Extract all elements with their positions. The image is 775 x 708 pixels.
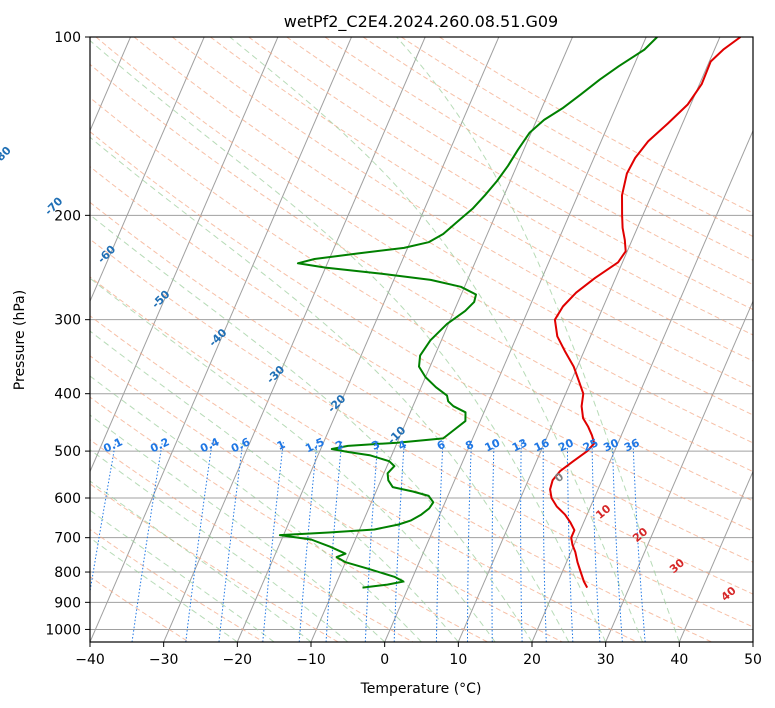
x-tick-label: 50 [744,652,762,668]
mixing-ratio-line [520,440,523,642]
y-tick-label: 200 [54,208,81,224]
chart-title: wetPf2_C2E4.2024.260.08.51.G09 [284,12,558,32]
y-tick-label: 900 [54,595,81,611]
x-tick-label: −40 [75,652,105,668]
temperature-profile [549,37,742,589]
dry-adiabat-line [210,37,753,362]
moist-adiabat-line [90,480,312,642]
mixing-ratio-line [632,440,646,642]
moist-adiabat-line [90,136,570,642]
mixing-ratio-line [262,440,284,642]
mixing-ratio-label: 36 [622,436,642,454]
y-tick-label: 600 [54,491,81,507]
dry-adiabat-line [248,37,753,336]
mixing-ratio-label: 10 [483,436,503,454]
x-axis-title: Temperature (°C) [360,681,482,697]
y-tick-label: 500 [54,444,81,460]
dry-adiabat-line [90,63,753,473]
dry-adiabat-line [90,355,563,642]
isotherm-line [90,37,205,303]
data-lines [278,37,742,589]
moist-adiabat-line [229,37,643,642]
moist-adiabat-line [90,537,238,642]
x-tick-label: 30 [597,652,615,668]
mixing-ratio-line [435,440,444,642]
moist-adiabat-line [90,509,275,642]
mixing-ratio-line [467,440,472,642]
moist-adiabat-line [90,39,607,642]
dry-adiabat-line [90,439,414,642]
mixing-ratio-label: 16 [532,436,552,454]
mixing-ratio-line [364,440,379,642]
dry-adiabat-line [286,37,753,311]
dry-adiabat-line [90,396,488,642]
mixing-ratio-line [218,440,244,642]
isotherm-line [384,37,647,642]
mixing-ratio-line [131,440,164,642]
x-tick-label: 10 [449,652,467,668]
plot-frame [89,36,754,643]
x-tick-label: −30 [149,652,179,668]
dry-adiabat-line [90,131,753,532]
y-tick-label: 300 [54,313,81,329]
isotherm-line [605,299,753,642]
moist-adiabat-line [90,277,496,642]
isotherm-line [457,37,721,642]
dry-adiabat-line [133,37,753,416]
dry-adiabat-line [90,576,190,642]
isotherm-line [90,37,279,473]
x-tick-label: 40 [670,652,688,668]
dry-adiabat-line [90,201,753,595]
mixing-ratio-line [566,440,574,642]
dry-adiabat-line [90,528,264,642]
y-tick-label: 100 [54,30,81,46]
isotherm-line [236,37,500,642]
mixing-ratio-line [393,440,405,642]
moist-adiabat-line [90,330,459,642]
mixing-ratio-line [611,440,623,642]
y-tick-label: 700 [54,531,81,547]
mixing-ratio-line [185,440,213,642]
x-tick-label: 0 [380,652,389,668]
dry-adiabat-line [95,37,753,444]
isotherm-line [163,37,426,642]
x-tick-label: −10 [296,652,326,668]
mixing-ratio-label: 25 [581,436,600,454]
y-tick-label: 1000 [45,622,81,638]
y-tick-label: 400 [54,387,81,403]
isotherm-line [531,129,753,642]
dry-adiabat-line [90,315,638,642]
mixing-ratio-line [325,440,343,642]
moist-adiabat-line [90,214,533,642]
y-axis-title: Pressure (hPa) [12,290,28,390]
dry-adiabat-line [90,276,712,642]
isotherm-line [678,470,753,642]
mixing-ratio-line [591,440,601,642]
dry-adiabat-line [90,238,753,628]
mixing-ratio-line [542,440,547,642]
mixing-ratio-label: 30 [601,436,621,454]
axes: −40 −30 −20 −10 0 10 20 30 40 50 100 200 300 400 500 60… [45,30,762,668]
mixing-ratio-label: 20 [556,436,576,454]
dewpoint-profile [278,37,658,589]
x-tick-label: −20 [223,652,253,668]
x-tick-label: 20 [523,652,541,668]
mixing-ratio-line [491,440,495,642]
background-lines [90,37,753,642]
mixing-ratio-line [298,440,318,642]
mixing-ratio-label: 13 [510,436,529,454]
y-tick-label: 800 [54,565,81,581]
moist-adiabat-line [90,414,386,642]
moist-adiabat-line [396,37,680,642]
